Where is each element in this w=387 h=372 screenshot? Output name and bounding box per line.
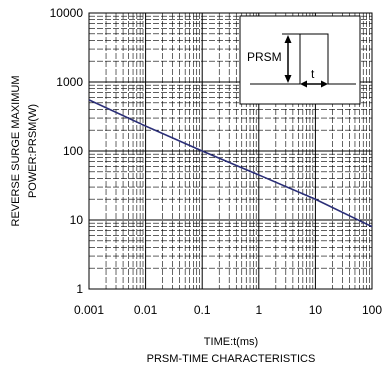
y-axis-label-line-2: POWER:PRSM(W)	[27, 104, 39, 198]
chart-title: PRSM-TIME CHARACTERISTICS	[147, 353, 316, 365]
y-axis-label-line-1: REVERSE SURGE MAXIMUM	[10, 76, 22, 227]
x-tick-label: 0.01	[134, 303, 158, 317]
t-arrow-head-right	[321, 80, 328, 88]
plot-frame	[88, 12, 373, 290]
grid	[88, 13, 372, 290]
y-tick-label: 100	[63, 144, 83, 158]
x-tick-label: 0.001	[74, 303, 104, 317]
x-tick-label: 10	[309, 303, 323, 317]
prsm-arrow-head-down	[284, 75, 292, 83]
y-tick-label: 10	[70, 213, 84, 227]
inset-prsm-label: PRSM	[247, 50, 282, 64]
series-line-0	[88, 99, 373, 228]
x-tick-label: 100	[362, 303, 382, 317]
x-tick-label: 1	[255, 303, 262, 317]
pulse-waveform	[250, 33, 356, 85]
y-tick-label: 1	[76, 282, 83, 296]
series-layer	[88, 99, 373, 228]
y-tick-labels: 1 10 100 1000 10000	[50, 6, 84, 296]
x-tick-label: 0.1	[194, 303, 211, 317]
x-tick-labels: 0.001 0.01 0.1 1 10 100	[74, 303, 382, 317]
inset-t-label: t	[311, 67, 315, 81]
pulse-inset: PRSM t	[239, 15, 361, 105]
prsm-arrow-head-up	[284, 35, 292, 43]
y-tick-label: 10000	[50, 6, 84, 20]
x-axis-label: TIME:t(ms)	[204, 336, 258, 348]
t-arrow-head-left	[300, 80, 307, 88]
y-tick-label: 1000	[56, 75, 83, 89]
